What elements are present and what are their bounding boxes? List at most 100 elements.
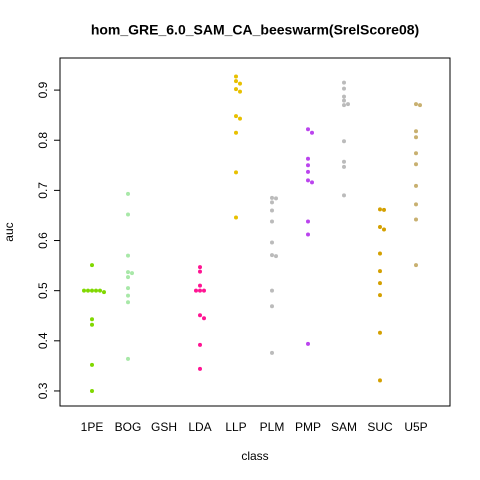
point [126, 191, 130, 196]
point [234, 215, 238, 220]
x-tick-label: 1PE [81, 420, 104, 434]
point [382, 227, 386, 232]
point [270, 195, 274, 200]
point [414, 202, 418, 207]
point [198, 283, 202, 288]
point [198, 313, 202, 318]
point [270, 350, 274, 355]
point [274, 196, 278, 201]
point [126, 286, 130, 291]
point [414, 162, 418, 167]
point [378, 281, 382, 286]
point [414, 135, 418, 140]
x-tick-label: SUC [367, 420, 393, 434]
point [198, 366, 202, 371]
point [234, 170, 238, 175]
point [414, 263, 418, 268]
y-axis-label: auc [2, 222, 16, 241]
point [306, 178, 310, 183]
y-tick-label: 0.3 [36, 382, 50, 399]
point [342, 94, 346, 99]
point [130, 271, 134, 276]
x-tick-label: U5P [404, 420, 427, 434]
point [306, 156, 310, 161]
point [126, 212, 130, 217]
point [342, 139, 346, 144]
point [234, 79, 238, 84]
point [382, 207, 386, 212]
point [414, 102, 418, 107]
point [238, 89, 242, 94]
point [90, 317, 94, 322]
point [270, 304, 274, 309]
x-tick-label: GSH [151, 420, 177, 434]
point [342, 98, 346, 103]
point [418, 103, 422, 108]
point [306, 232, 310, 237]
x-tick-label: PMP [295, 420, 321, 434]
y-tick-label: 0.5 [36, 282, 50, 299]
point [234, 130, 238, 135]
point [86, 288, 90, 293]
point [126, 293, 130, 298]
point [306, 127, 310, 132]
point [270, 219, 274, 224]
point [274, 254, 278, 259]
point [270, 240, 274, 245]
x-tick-label: LLP [225, 420, 246, 434]
point [198, 288, 202, 293]
point [194, 288, 198, 293]
point [306, 163, 310, 168]
point [126, 275, 130, 280]
point [310, 130, 314, 135]
point [238, 81, 242, 86]
point [306, 219, 310, 224]
point [342, 80, 346, 85]
point [378, 293, 382, 298]
chart-title: hom_GRE_6.0_SAM_CA_beeswarm(SrelScore08) [91, 22, 419, 38]
point [90, 263, 94, 268]
point [306, 169, 310, 174]
y-tick-label: 0.4 [36, 332, 50, 349]
point [90, 322, 94, 327]
point [414, 129, 418, 134]
point [202, 316, 206, 321]
x-tick-label: PLM [260, 420, 285, 434]
point [342, 103, 346, 108]
point [378, 378, 382, 383]
point [310, 180, 314, 185]
x-axis-label: class [241, 449, 268, 463]
point [198, 265, 202, 270]
y-tick-label: 0.8 [36, 132, 50, 149]
point [378, 207, 382, 212]
point [202, 288, 206, 293]
point [270, 253, 274, 258]
point [414, 151, 418, 156]
point [414, 217, 418, 222]
point [342, 159, 346, 164]
point [198, 342, 202, 347]
y-tick-label: 0.9 [36, 81, 50, 98]
point [342, 193, 346, 198]
point [342, 86, 346, 91]
point [306, 341, 310, 346]
point [90, 288, 94, 293]
point [102, 290, 106, 295]
point [270, 200, 274, 205]
y-tick-label: 0.7 [36, 182, 50, 199]
point [234, 87, 238, 92]
point [346, 102, 350, 107]
point [378, 251, 382, 256]
point [126, 253, 130, 258]
y-tick-label: 0.6 [36, 232, 50, 249]
point [342, 164, 346, 169]
point [414, 183, 418, 188]
point [126, 356, 130, 361]
point [126, 270, 130, 275]
point [82, 288, 86, 293]
point [234, 74, 238, 79]
point [378, 224, 382, 229]
point [378, 330, 382, 335]
x-tick-label: BOG [115, 420, 142, 434]
point [198, 269, 202, 274]
